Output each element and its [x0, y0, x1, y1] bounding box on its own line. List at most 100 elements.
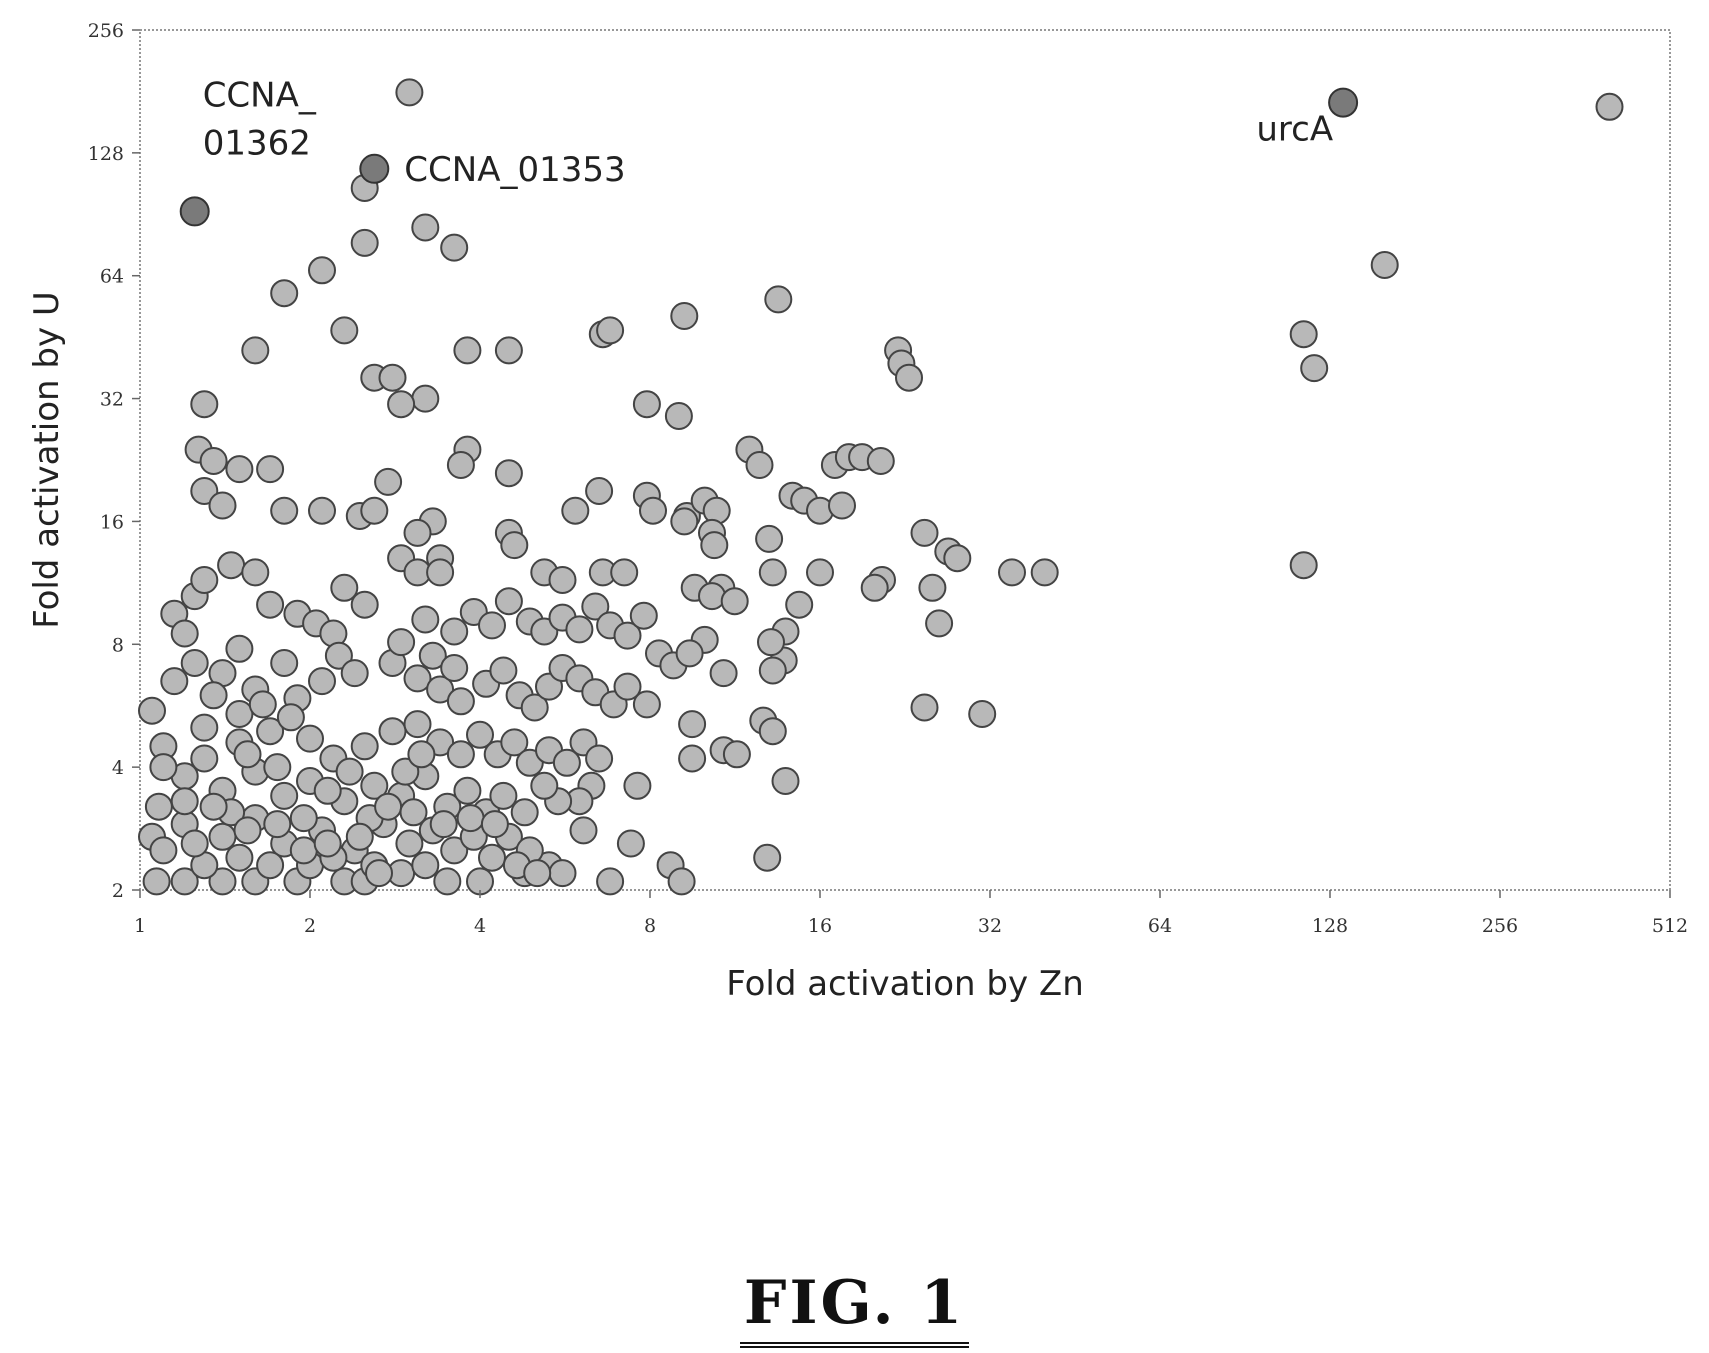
data-point	[478, 843, 506, 872]
data-point	[391, 757, 420, 786]
data-point	[1289, 551, 1318, 580]
data-point	[308, 256, 336, 285]
y-tick-label: 16	[100, 511, 124, 533]
data-point	[623, 771, 652, 800]
x-tick-label: 1	[134, 915, 146, 937]
data-point	[530, 771, 559, 800]
data-point	[411, 605, 440, 634]
data-point	[478, 611, 506, 640]
x-tick-label: 32	[978, 915, 1002, 937]
x-axis-ticks: 1 2 4 8 16 32 64 128 256 512	[134, 890, 1688, 937]
data-point	[548, 859, 577, 888]
data-point	[489, 781, 518, 810]
data-point	[149, 753, 178, 782]
data-point	[494, 587, 523, 616]
data-point	[494, 459, 523, 488]
data-point	[1030, 558, 1059, 587]
data-point	[374, 792, 403, 821]
point-annotation-label: urcA	[1256, 110, 1333, 150]
data-point	[256, 455, 285, 484]
data-point	[429, 810, 458, 839]
data-point	[263, 810, 292, 839]
data-point	[771, 767, 800, 795]
data-point	[399, 798, 428, 827]
data-point	[335, 757, 364, 786]
data-point	[403, 664, 432, 693]
data-point	[225, 843, 254, 872]
data-point	[360, 496, 389, 525]
data-point	[548, 566, 577, 594]
data-point	[758, 558, 787, 587]
data-point	[632, 390, 661, 419]
data-point	[263, 753, 292, 782]
y-axis-title: Fold activation by U	[27, 291, 67, 629]
data-point	[675, 639, 704, 668]
data-point	[968, 700, 997, 728]
x-tick-label: 8	[644, 915, 656, 937]
data-point	[180, 829, 209, 858]
data-point	[345, 822, 374, 851]
data-point	[190, 390, 219, 419]
data-point	[1289, 320, 1318, 349]
data-point	[411, 384, 440, 413]
data-point	[199, 447, 228, 475]
data-point	[395, 829, 424, 858]
data-point	[446, 687, 475, 716]
highlighted-point	[179, 196, 210, 227]
data-point	[395, 78, 424, 107]
data-point	[374, 467, 403, 496]
data-point	[629, 601, 658, 630]
data-point	[745, 451, 774, 479]
x-tick-label: 256	[1482, 915, 1518, 937]
data-point	[698, 582, 726, 611]
data-point	[722, 740, 751, 769]
data-point	[456, 804, 485, 833]
y-axis-ticks: 2 4 8 16 32 64 128 256	[88, 20, 140, 902]
data-point	[350, 228, 379, 257]
data-point	[523, 859, 552, 888]
data-point	[764, 285, 793, 314]
data-point	[440, 836, 469, 865]
data-point	[500, 728, 529, 757]
data-point	[500, 531, 529, 560]
data-point	[378, 717, 407, 746]
data-point	[308, 667, 336, 696]
x-axis-title: Fold activation by Zn	[726, 964, 1084, 1004]
data-point	[910, 693, 939, 722]
data-point	[453, 776, 482, 805]
data-point	[225, 700, 254, 728]
data-point	[241, 558, 270, 587]
data-point	[440, 233, 469, 262]
highlighted-point	[359, 153, 390, 184]
data-point	[758, 717, 787, 746]
data-point	[403, 710, 432, 739]
data-point	[270, 649, 299, 677]
x-tick-label: 4	[474, 915, 486, 937]
data-point	[866, 447, 895, 475]
data-point	[378, 363, 407, 392]
data-point	[667, 867, 696, 896]
data-point	[616, 829, 645, 858]
data-point	[453, 336, 482, 365]
data-point	[943, 544, 972, 573]
data-point	[670, 302, 699, 330]
data-point	[276, 703, 305, 732]
x-tick-label: 2	[304, 915, 316, 937]
data-point	[199, 681, 228, 710]
data-point	[340, 659, 369, 688]
data-point	[515, 748, 544, 777]
data-point	[407, 740, 436, 769]
data-point	[170, 867, 199, 896]
data-point	[678, 710, 707, 739]
data-point	[190, 566, 219, 594]
y-tick-label: 32	[100, 389, 124, 411]
data-point	[561, 496, 590, 525]
data-point	[270, 279, 299, 308]
data-point	[190, 744, 219, 773]
data-point	[520, 693, 549, 722]
data-point	[552, 748, 581, 777]
data-point	[678, 744, 707, 773]
data-point	[446, 740, 475, 769]
data-point	[170, 619, 199, 648]
